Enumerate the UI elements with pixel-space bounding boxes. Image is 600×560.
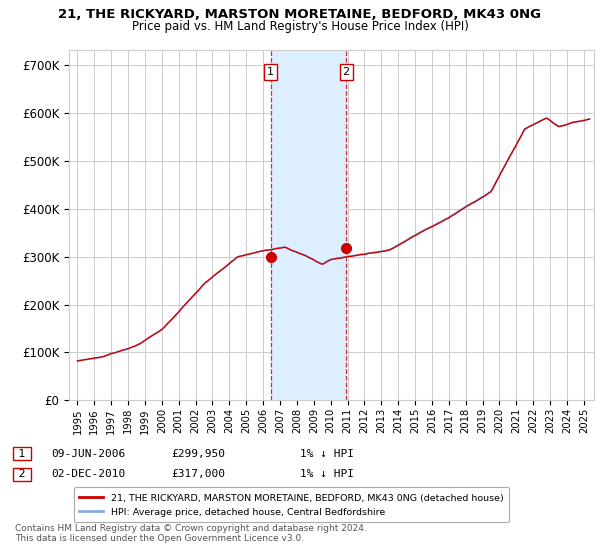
- Text: 1% ↓ HPI: 1% ↓ HPI: [300, 469, 354, 479]
- Text: 1% ↓ HPI: 1% ↓ HPI: [300, 449, 354, 459]
- Text: 09-JUN-2006: 09-JUN-2006: [51, 449, 125, 459]
- Text: 1: 1: [267, 67, 274, 77]
- Text: 02-DEC-2010: 02-DEC-2010: [51, 469, 125, 479]
- Text: Price paid vs. HM Land Registry's House Price Index (HPI): Price paid vs. HM Land Registry's House …: [131, 20, 469, 33]
- Text: 1: 1: [15, 449, 29, 459]
- Text: 21, THE RICKYARD, MARSTON MORETAINE, BEDFORD, MK43 0NG: 21, THE RICKYARD, MARSTON MORETAINE, BED…: [59, 8, 542, 21]
- Text: 2: 2: [343, 67, 350, 77]
- Bar: [271, 50, 346, 400]
- Text: 2: 2: [15, 469, 29, 479]
- Legend: 21, THE RICKYARD, MARSTON MORETAINE, BEDFORD, MK43 0NG (detached house), HPI: Av: 21, THE RICKYARD, MARSTON MORETAINE, BED…: [74, 487, 509, 522]
- Text: Contains HM Land Registry data © Crown copyright and database right 2024.
This d: Contains HM Land Registry data © Crown c…: [15, 524, 367, 543]
- Text: £299,950: £299,950: [171, 449, 225, 459]
- Text: £317,000: £317,000: [171, 469, 225, 479]
